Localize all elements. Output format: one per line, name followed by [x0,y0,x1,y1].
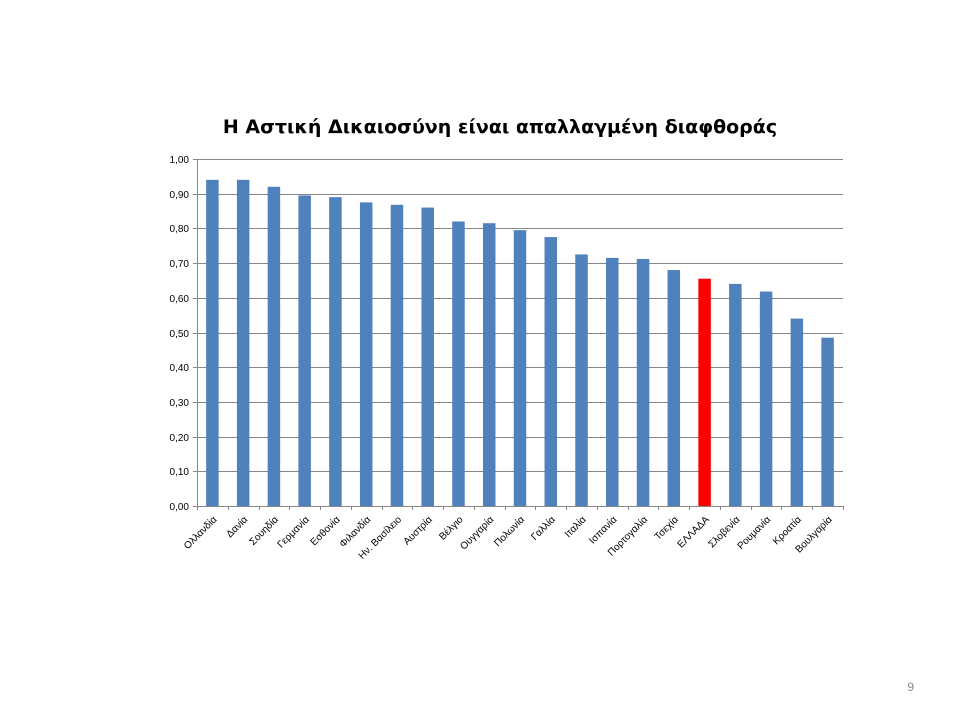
y-tick-label: 0,30 [170,398,190,409]
y-tick-label: 0,40 [170,363,190,374]
y-tick-label: 0,70 [170,259,190,270]
x-category-label: Ουγγαρία [458,513,497,552]
bar [390,204,404,506]
bar [236,179,250,506]
bar [698,278,711,506]
axes [193,159,844,510]
bar [636,258,650,506]
bar [359,202,373,506]
bar [759,291,773,506]
y-tick-label: 0,50 [170,329,190,340]
x-category-label: Ιταλία [562,513,589,540]
x-category-label: Ρουμανία [735,513,774,552]
bar [452,221,465,506]
y-tick-labels: 0,00 0,10 0,20 0,30 0,40 0,50 0,60 0,70 0,80 0,90… [170,155,190,513]
x-category-label: Ολλανδία [181,513,219,551]
y-tick-label: 0,80 [170,224,190,235]
x-category-labels: Ολλανδία ΔανίαΣουηδίαΓερμανίαΕσθονίαΦιλαν… [181,513,835,561]
bar [329,197,342,507]
y-tick-label: 0,20 [170,433,190,444]
bar [606,257,619,506]
y-tick-label: 0,10 [170,467,190,478]
y-tick-label: 0,90 [170,190,190,201]
bar [298,195,311,506]
page-number: 9 [907,680,914,694]
bar [821,337,834,506]
bar [667,270,681,506]
bar [482,223,496,506]
bars [206,179,834,507]
x-category-label: ΕΛΛΑΔΑ [676,514,712,550]
bar [544,237,558,506]
x-category-label: Τσεχία [652,513,681,542]
x-category-label: Βέλγιο [437,513,466,542]
x-category-label: Γαλλία [529,513,558,542]
bar [513,230,527,506]
x-category-label: Δανία [224,513,251,540]
x-category-label: Πολωνία [492,513,528,549]
bar [790,318,804,506]
bar [729,283,742,506]
x-category-label: Γερμανία [275,513,312,550]
y-tick-label: 0,60 [170,294,190,305]
bar [267,186,281,506]
bar [575,254,588,506]
y-tick-label: 0,00 [170,502,190,513]
y-tick-label: 1,00 [170,155,190,166]
x-category-label: Αυστρία [401,513,435,547]
bar [421,207,434,506]
bar [206,179,219,506]
chart-title: Η Αστική Δικαιοσύνη είναι απαλλαγμένη δι… [222,116,778,138]
